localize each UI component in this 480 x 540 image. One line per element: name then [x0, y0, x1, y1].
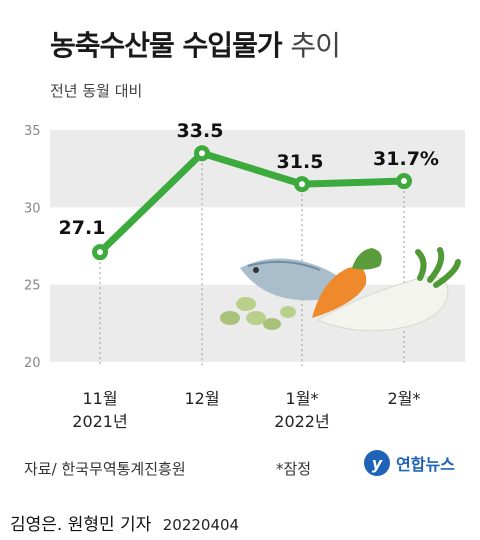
y-tick-label: 30: [24, 201, 41, 216]
logo-mark: y: [364, 450, 390, 476]
provisional-note: *잠정: [276, 460, 312, 478]
series-line: [96, 149, 408, 256]
data-point-center: [401, 178, 407, 185]
y-tick-label: 25: [24, 279, 41, 294]
produce-illustration: [220, 247, 461, 332]
title-bold: 농축수산물 수입물가: [50, 29, 283, 62]
data-label: 27.1: [59, 217, 106, 239]
x-tick-label: 1월* 2022년: [274, 389, 329, 431]
x-tick-label: 12월: [184, 389, 219, 408]
x-axis-labels: 11월 2021년 12월 1월* 2022년 2월*: [72, 389, 420, 431]
data-label: 33.5: [177, 120, 224, 142]
y-axis-ticks: 35 30 25 20: [24, 124, 41, 371]
source-text: 자료/ 한국무역통계진흥원: [24, 460, 186, 478]
x-tick-label: 11월 2021년: [72, 389, 127, 431]
chart-title: 농축수산물 수입물가 추이: [50, 24, 341, 64]
x-tick-label: 2월*: [388, 389, 421, 408]
data-points: [92, 145, 412, 261]
data-labels: 27.1 33.5 31.5 31.7%: [59, 120, 439, 239]
chart-subtitle: 전년 동월 대비: [50, 82, 143, 100]
chart-frame: 농축수산물 수입물가 추이 전년 동월 대비 35 30 25 20: [24, 24, 465, 478]
data-point-center: [199, 150, 205, 157]
data-point-center: [299, 181, 305, 188]
logo-text: 연합뉴스: [396, 455, 455, 474]
byline: 김영은. 원형민 기자 20220404: [10, 510, 239, 535]
y-tick-label: 20: [24, 356, 41, 371]
publisher-logo: y 연합뉴스: [364, 450, 455, 476]
publish-date: 20220404: [162, 516, 240, 534]
data-point-center: [97, 249, 103, 256]
data-label: 31.7%: [373, 148, 439, 170]
line-chart: 35 30 25 20 27.1 33.5 31.5 31.7% 11월 2021년 12월 1월…: [24, 120, 465, 431]
y-tick-label: 35: [24, 124, 41, 139]
title-light: 추이: [290, 29, 341, 62]
data-label: 31.5: [277, 151, 324, 173]
author-credit: 김영은. 원형민 기자: [10, 515, 152, 535]
